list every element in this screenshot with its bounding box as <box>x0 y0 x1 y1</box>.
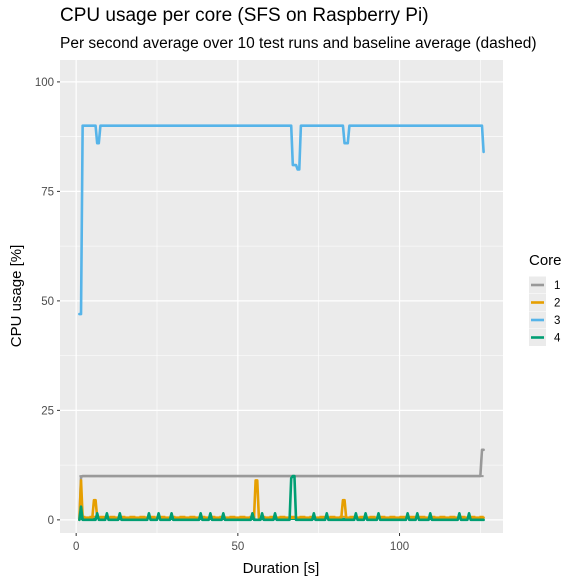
series-line-core-3 <box>78 124 485 316</box>
legend: Core 1 2 3 4 <box>529 252 562 346</box>
series-lines <box>78 124 485 522</box>
x-tick-label: 0 <box>73 541 79 553</box>
x-axis-title: Duration [s] <box>243 560 320 577</box>
legend-label-core-4: 4 <box>554 333 561 345</box>
series-line-core-2 <box>78 479 485 522</box>
legend-label-core-2: 2 <box>554 298 560 310</box>
y-tick-label: 50 <box>41 296 54 308</box>
plot-panel <box>60 60 503 533</box>
y-tick-label: 100 <box>35 77 54 89</box>
y-tick-label: 25 <box>41 405 54 417</box>
x-tick-label: 50 <box>231 541 244 553</box>
legend-title: Core <box>529 252 562 269</box>
axes: 0 25 50 75 100 0 50 100 <box>35 77 409 553</box>
y-tick-label: 75 <box>41 186 54 198</box>
chart-subtitle: Per second average over 10 test runs and… <box>60 35 537 52</box>
legend-label-core-3: 3 <box>554 315 560 327</box>
chart-title: CPU usage per core (SFS on Raspberry Pi) <box>60 5 429 26</box>
y-tick-label: 0 <box>48 515 54 527</box>
x-tick-label: 100 <box>390 541 409 553</box>
legend-label-core-1: 1 <box>554 280 560 292</box>
series-line-core-4 <box>78 474 485 522</box>
y-axis-title: CPU usage [%] <box>8 245 25 348</box>
